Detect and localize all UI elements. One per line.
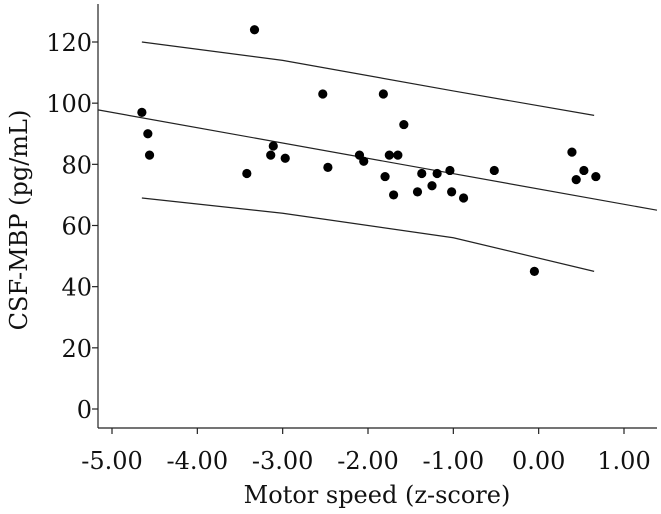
fit-lines <box>97 41 658 272</box>
data-point <box>384 150 394 160</box>
data-point <box>378 89 388 99</box>
data-point <box>249 25 260 35</box>
data-point <box>393 150 403 160</box>
plot-area <box>97 4 657 429</box>
data-point <box>417 168 427 179</box>
data-point <box>445 165 455 176</box>
data-point <box>268 141 278 151</box>
data-point <box>389 190 399 200</box>
data-point <box>427 181 437 191</box>
y-tick-label: 80 <box>61 151 92 179</box>
x-tick-label: -1.00 <box>423 447 485 475</box>
y-tick-label: 100 <box>46 90 92 118</box>
lower-interval-line <box>141 197 595 272</box>
y-tick-label: 120 <box>46 29 92 57</box>
data-point <box>137 107 147 117</box>
x-tick-label: -5.00 <box>81 447 143 475</box>
data-point <box>412 187 423 197</box>
data-point <box>318 89 328 99</box>
data-point <box>458 193 469 203</box>
y-tick-label: 60 <box>61 213 92 241</box>
data-point <box>266 150 276 160</box>
y-tick-label: 0 <box>77 396 92 424</box>
data-point <box>399 119 409 130</box>
data-point <box>489 165 499 176</box>
data-point <box>280 153 290 163</box>
x-tick-label: -3.00 <box>252 447 314 475</box>
data-point <box>432 168 442 179</box>
y-tick-label: 20 <box>61 335 92 363</box>
x-tick-label: -2.00 <box>337 447 399 475</box>
data-points <box>137 25 601 276</box>
data-point <box>567 147 577 157</box>
data-point <box>323 162 333 172</box>
data-point <box>143 129 153 139</box>
x-axis-title: Motor speed (z-score) <box>244 481 511 509</box>
data-point <box>529 266 540 276</box>
data-point <box>242 168 252 179</box>
x-tick-label: 1.00 <box>597 447 650 475</box>
x-tick-label: 0.00 <box>512 447 565 475</box>
data-point <box>571 175 581 185</box>
x-axis-ticks: -5.00 -4.00 -3.00 -2.00 -1.00 0.00 1.00 <box>81 428 651 475</box>
y-axis-ticks: 0 20 40 60 80 100 120 <box>46 29 98 424</box>
data-point <box>359 156 369 166</box>
regression-line <box>97 109 658 211</box>
data-point <box>447 187 457 197</box>
data-point <box>144 150 155 160</box>
y-tick-label: 40 <box>61 274 92 302</box>
data-point <box>380 171 390 182</box>
data-point <box>579 165 589 176</box>
upper-interval-line <box>141 41 595 116</box>
x-tick-label: -4.00 <box>167 447 229 475</box>
y-axis-title: CSF-MBP (pg/mL) <box>5 110 33 331</box>
data-point <box>591 171 601 182</box>
